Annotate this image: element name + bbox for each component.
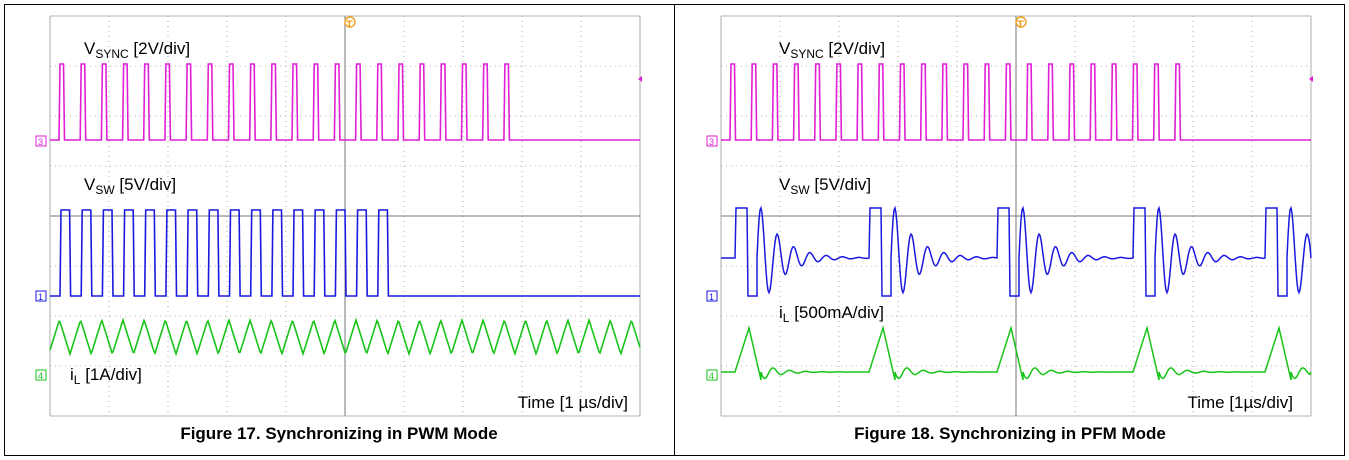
vsw-trace [50, 209, 640, 297]
ch3-marker: 3 [709, 137, 714, 147]
scope-traces [721, 16, 1313, 381]
figure-caption: Figure 17. Synchronizing in PWM Mode [180, 424, 498, 443]
il-trace [49, 317, 641, 357]
scope-plot-pfm: T VSYNC [2V/div] VSW [5V/div] iL [500mA/… [706, 15, 1313, 417]
ch1-marker-box [35, 290, 47, 302]
ch3-marker-box [35, 135, 47, 147]
il-label: iL [500mA/div] [779, 303, 884, 325]
level-marker [638, 76, 642, 82]
vsw-label: VSW [5V/div] [84, 175, 176, 197]
ch4-marker: 4 [38, 371, 43, 381]
ch3-marker-box [706, 135, 718, 147]
vsync-trace [721, 63, 1311, 141]
trigger-marker: T [346, 19, 353, 31]
ch1-marker: 1 [709, 292, 714, 302]
time-label: Time [1µs/div] [1187, 393, 1293, 412]
il-trace [721, 325, 1312, 381]
ch4-marker-box [35, 369, 47, 381]
ch4-marker: 4 [709, 371, 714, 381]
ch1-marker: 1 [38, 292, 43, 302]
figure-17-panel: T VSYNC [2V/div] VSW [5V/div] iL [1A/div… [4, 4, 674, 456]
ch3-marker: 3 [38, 137, 43, 147]
channel-markers: 3 1 4 [35, 135, 47, 381]
trigger-marker-ring [1015, 16, 1027, 28]
ch1-marker-box [706, 290, 718, 302]
vsw-trace [721, 205, 1312, 297]
ch4-marker-box [706, 369, 718, 381]
vsw-label: VSW [5V/div] [779, 175, 871, 197]
level-marker [1309, 76, 1313, 82]
channel-markers: 3 1 4 [706, 135, 718, 381]
scope-plot-pwm: T VSYNC [2V/div] VSW [5V/div] iL [1A/div… [35, 15, 642, 417]
figure-divider [674, 4, 675, 456]
figure-18-panel: T VSYNC [2V/div] VSW [5V/div] iL [500mA/… [675, 4, 1345, 456]
trigger-marker-ring [344, 16, 356, 28]
scope-traces [49, 16, 642, 357]
vsync-label: VSYNC [2V/div] [84, 39, 190, 61]
il-label: iL [1A/div] [70, 365, 142, 387]
trigger-marker: T [1017, 19, 1024, 31]
vsync-label: VSYNC [2V/div] [779, 39, 885, 61]
scope-grid [720, 15, 1312, 417]
vsync-trace [50, 63, 640, 141]
time-label: Time [1 µs/div] [518, 393, 628, 412]
figure-caption: Figure 18. Synchronizing in PFM Mode [854, 424, 1166, 443]
